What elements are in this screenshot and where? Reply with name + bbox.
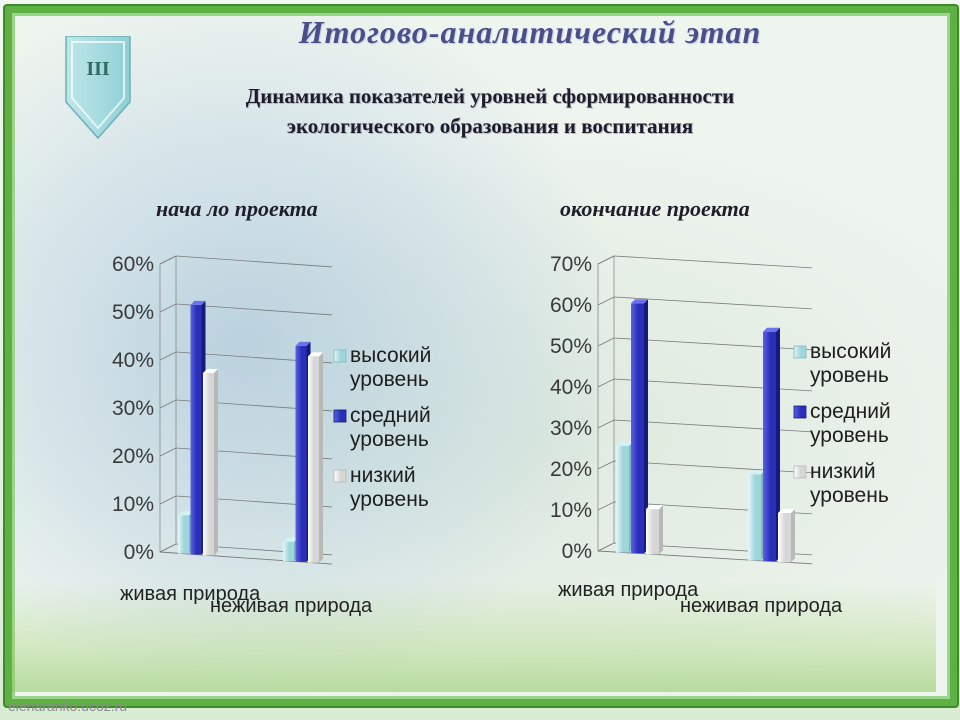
chart1-bar [190, 304, 202, 555]
chart2-bar-side [776, 327, 780, 562]
chart2-category-label: живая природа [558, 579, 699, 601]
chart1-legend-swatch [333, 409, 347, 423]
chart1-grid-side [159, 543, 177, 553]
chart2-grid-side [597, 337, 615, 347]
chart2-bar-top [748, 470, 765, 475]
chart2-ytick-label: 70% [550, 253, 592, 276]
chart2-bar [631, 303, 644, 554]
chart2-ytick-label: 40% [550, 376, 592, 399]
chart1-ytick-label: 50% [112, 301, 154, 324]
chart1-bar [295, 345, 307, 562]
chart2-bar [616, 445, 629, 553]
chart2-ytick-label: 20% [550, 458, 592, 481]
chart1-ytick-label: 60% [112, 253, 154, 276]
chart2-grid-side [597, 460, 615, 470]
chart2-grid-side [597, 419, 615, 429]
chart2-bar-top [778, 508, 795, 513]
chart2-gridline [613, 255, 813, 269]
chart1-bar [203, 372, 214, 556]
chart1-bar-side [214, 368, 218, 556]
chart1-bar-top [283, 537, 298, 542]
chart2-bar [763, 331, 776, 562]
chart1-grid-side [159, 255, 177, 265]
chart1-bar-top [203, 368, 218, 373]
chart1-legend-swatch [333, 349, 347, 363]
chart2-bar-top [616, 441, 633, 446]
chart2-ytick-label: 0% [562, 540, 592, 563]
chart2-grid-side [597, 378, 615, 388]
chart2-grid-side [597, 255, 615, 265]
chart2-bar [748, 474, 761, 561]
chart1-category-label: неживая природа [210, 595, 373, 617]
chart1-legend-swatch [333, 469, 347, 483]
chart2-grid-side [597, 542, 615, 552]
chart1-bar-top [308, 352, 323, 357]
chart1-ytick-label: 40% [112, 349, 154, 372]
chart1-grid-side [159, 399, 177, 409]
chart2-gridline [613, 296, 813, 310]
chart1-bar-top [295, 341, 311, 346]
chart2-bar-side [659, 505, 663, 555]
chart1-grid-side [159, 447, 177, 457]
chart2-category-label: неживая природа [680, 595, 843, 617]
chart2-ytick-label: 60% [550, 294, 592, 317]
chart2-ytick-label: 50% [550, 335, 592, 358]
chart1-bar [308, 356, 319, 563]
slide-subtitle-line2: экологического образования и воспитания [286, 114, 694, 138]
chart1-legend-label: высокий уровень [350, 344, 431, 391]
stage-badge-icon [65, 36, 131, 140]
chart1-bar-top [190, 300, 206, 305]
chart1-legend-label: средний уровень [350, 404, 431, 451]
chart1-floor [159, 551, 333, 565]
chart1-ytick-label: 0% [124, 541, 154, 564]
chart1-title: нача ло проекта [156, 196, 318, 221]
chart2-bar-side [644, 299, 648, 554]
chart2-legend-label: средний уровень [810, 400, 891, 447]
chart2-title: окончание проекта [560, 196, 750, 221]
slide-subtitle-line1: Динамика показателей уровней сформирован… [245, 84, 735, 108]
chart2-bar [778, 512, 791, 563]
stage-badge-label: III [86, 58, 110, 80]
chart2-legend-swatch [793, 405, 807, 419]
grass-decoration [12, 582, 936, 692]
chart2-bar-top [763, 327, 780, 332]
chart1-grid-side [159, 303, 177, 313]
chart2-ytick-label: 30% [550, 417, 592, 440]
chart2-bar [646, 509, 659, 555]
chart2-bar-top [631, 299, 648, 304]
chart1-ytick-label: 10% [112, 493, 154, 516]
chart1-bar [178, 515, 189, 554]
chart1-grid-side [159, 495, 177, 505]
slide-title: Итогово-аналитический этап [298, 14, 762, 50]
chart1-ytick-label: 20% [112, 445, 154, 468]
chart1-gridline [175, 255, 333, 268]
chart1-ytick-label: 30% [112, 397, 154, 420]
chart1-bar [283, 541, 294, 561]
chart1-bar-top [178, 511, 193, 516]
chart2-legend-label: высокий уровень [810, 340, 891, 387]
chart2-bar-top [646, 505, 663, 510]
chart1-bar-side [319, 352, 323, 563]
chart2-legend-label: низкий уровень [810, 460, 889, 507]
chart2-legend-swatch [793, 345, 807, 359]
chart1-grid-side [159, 351, 177, 361]
chart2-side-wall [597, 255, 615, 552]
chart2-legend-swatch [793, 465, 807, 479]
chart2-grid-side [597, 296, 615, 306]
chart2-grid-side [597, 501, 615, 511]
chart2-bar-side [791, 508, 795, 563]
chart2-ytick-label: 10% [550, 499, 592, 522]
chart1-category-label: живая природа [120, 583, 261, 605]
footer-url: elenaranko.ucoz.ru [8, 698, 128, 714]
chart1-legend-label: низкий уровень [350, 464, 429, 511]
